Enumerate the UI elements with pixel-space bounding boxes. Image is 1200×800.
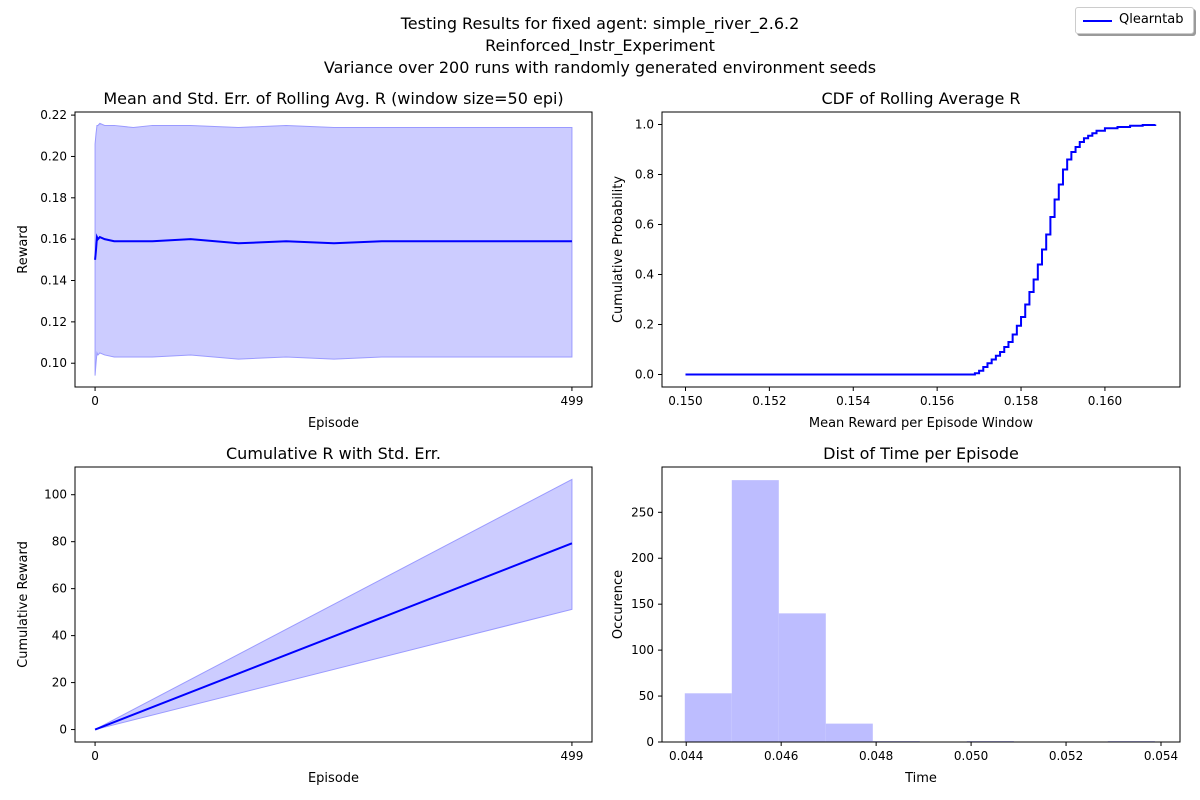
subplot-3-axes: Cumulative R with Std. Err. 0 499 0 20 40 60 80… — [16, 444, 583, 786]
y-tick-label: 100 — [44, 488, 67, 502]
x-tick-label: 0.154 — [836, 394, 870, 408]
x-axis-label: Episode — [308, 416, 359, 431]
x-tick-label: 499 — [560, 394, 583, 408]
y-tick-label: 0.8 — [635, 168, 654, 182]
x-tick-label: 0.054 — [1144, 749, 1178, 763]
mean-line — [94, 233, 572, 260]
x-axis-label: Episode — [308, 771, 359, 786]
x-tick-label: 0.150 — [668, 394, 702, 408]
y-tick-label: 0.2 — [635, 318, 654, 332]
y-tick-label: 0.0 — [635, 368, 654, 382]
y-tick-label: 0.6 — [635, 218, 654, 232]
subplot-3-plot — [94, 478, 573, 731]
x-tick-label: 0.152 — [752, 394, 786, 408]
y-tick-label: 80 — [52, 535, 67, 549]
x-tick-label: 0.160 — [1088, 394, 1122, 408]
y-tick-label: 0.20 — [40, 149, 67, 163]
subplot-1-plot — [94, 122, 573, 376]
x-tick-label: 499 — [560, 749, 583, 763]
figure-title-line-3: Variance over 200 runs with randomly gen… — [323, 58, 877, 77]
cdf-line — [685, 124, 1157, 376]
subplot-4-plot — [684, 480, 1155, 742]
x-axis-label: Mean Reward per Episode Window — [809, 416, 1034, 431]
legend-label: Qlearntab — [1119, 12, 1184, 27]
std-err-band — [94, 478, 573, 731]
subplot-4-axes: Dist of Time per Episode 0.044 0.046 0.048 0… — [611, 444, 1178, 786]
subplot-2-axes: CDF of Rolling Average R 0.150 0.152 0.154 0… — [611, 89, 1122, 431]
y-tick-label: 40 — [52, 629, 67, 643]
y-tick-label: 20 — [52, 676, 67, 690]
x-tick-label: 0.050 — [954, 749, 988, 763]
y-tick-label: 0 — [646, 735, 654, 749]
y-axis-label: Cumulative Reward — [16, 541, 31, 668]
subplot-title: Mean and Std. Err. of Rolling Avg. R (wi… — [103, 89, 563, 108]
x-axis-label: Time — [904, 771, 937, 786]
x-tick-label: 0.048 — [859, 749, 893, 763]
subplot-title: Dist of Time per Episode — [823, 444, 1019, 463]
y-tick-label: 0.14 — [40, 274, 67, 288]
histogram-bar — [684, 693, 732, 742]
histogram-bar — [731, 480, 779, 742]
subplot-1-axes: Mean and Std. Err. of Rolling Avg. R (wi… — [16, 89, 583, 431]
subplot-2-frame — [661, 111, 1181, 388]
std-err-band — [94, 122, 573, 376]
y-tick-label: 50 — [639, 689, 654, 703]
mean-line — [94, 542, 573, 731]
x-tick-label: 0.052 — [1049, 749, 1083, 763]
y-tick-label: 60 — [52, 582, 67, 596]
y-tick-label: 0.16 — [40, 232, 67, 246]
y-tick-label: 0.10 — [40, 356, 67, 370]
y-tick-label: 0.18 — [40, 191, 67, 205]
histogram-bar — [778, 613, 826, 742]
subplot-3-frame — [74, 466, 593, 743]
x-tick-label: 0 — [91, 749, 99, 763]
y-tick-label: 0.4 — [635, 268, 654, 282]
y-tick-label: 0 — [59, 723, 67, 737]
y-tick-label: 150 — [631, 597, 654, 611]
x-tick-label: 0.156 — [920, 394, 954, 408]
figure-title-line-2: Reinforced_Instr_Experiment — [485, 36, 715, 55]
legend-line-swatch — [1083, 20, 1112, 22]
y-tick-label: 1.0 — [635, 118, 654, 132]
y-axis-label: Reward — [16, 225, 31, 273]
subplot-2-plot — [685, 124, 1157, 376]
histogram-bar — [825, 723, 873, 742]
y-tick-label: 0.22 — [40, 108, 67, 122]
y-tick-label: 200 — [631, 551, 654, 565]
x-tick-label: 0 — [91, 394, 99, 408]
subplot-1-frame — [74, 111, 593, 388]
x-tick-label: 0.158 — [1004, 394, 1038, 408]
y-tick-label: 250 — [631, 505, 654, 519]
y-axis-label: Occurence — [611, 570, 626, 639]
x-tick-label: 0.044 — [669, 749, 703, 763]
figure-title-line-1: Testing Results for fixed agent: simple_… — [400, 14, 800, 33]
subplot-title: CDF of Rolling Average R — [821, 89, 1020, 108]
y-tick-label: 100 — [631, 643, 654, 657]
figure-title: Testing Results for fixed agent: simple_… — [0, 13, 1200, 79]
y-axis-label: Cumulative Probability — [611, 176, 626, 323]
legend: Qlearntab — [1075, 7, 1194, 34]
subplot-title: Cumulative R with Std. Err. — [226, 444, 441, 463]
x-tick-label: 0.046 — [764, 749, 798, 763]
y-tick-label: 0.12 — [40, 315, 67, 329]
